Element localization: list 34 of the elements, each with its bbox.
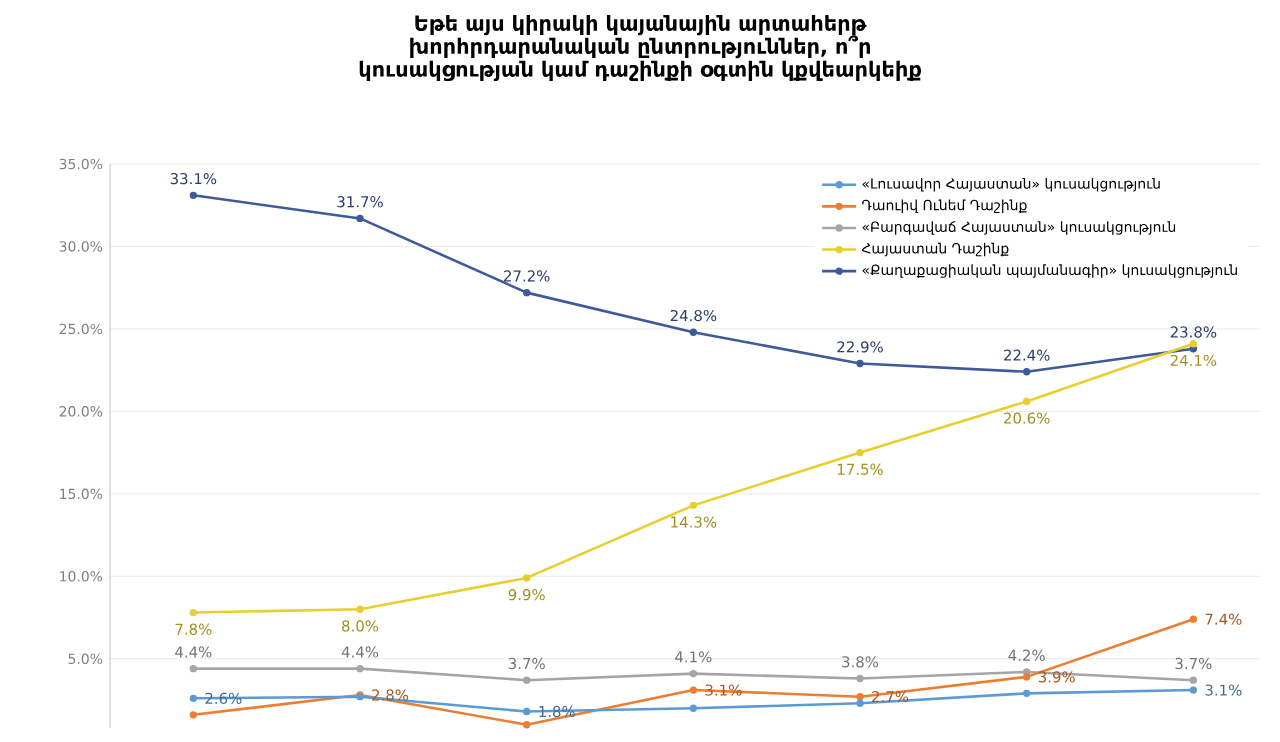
point [1189,686,1198,694]
point [1023,668,1031,676]
point [689,501,698,510]
point [856,449,864,457]
point [1189,340,1198,348]
point [522,676,531,685]
point [189,711,198,719]
point [522,707,531,716]
point [189,665,198,673]
point [689,704,698,713]
point [1023,397,1031,406]
point [189,191,198,200]
point [189,609,198,617]
point [856,675,864,683]
point [1189,615,1198,624]
point [1189,345,1198,353]
point [189,694,198,703]
point [1023,673,1031,681]
point [689,686,698,694]
point [356,605,364,614]
point [356,214,364,223]
point [856,699,864,708]
point [522,289,531,297]
chart-title: Եթե այս կիրակի կայանային արտահերթ խորհրդարանական ընտրություններ, ո՞ր կուսակցության կամ դաշինքի օգտին կքվեարկեիք [359,15,921,82]
point [689,670,698,678]
point [856,360,864,368]
point [1189,676,1198,685]
point [856,693,864,701]
point [522,574,531,582]
point [522,721,531,729]
point [1023,689,1031,698]
point [356,665,364,673]
point [689,328,698,337]
point [1023,368,1031,376]
